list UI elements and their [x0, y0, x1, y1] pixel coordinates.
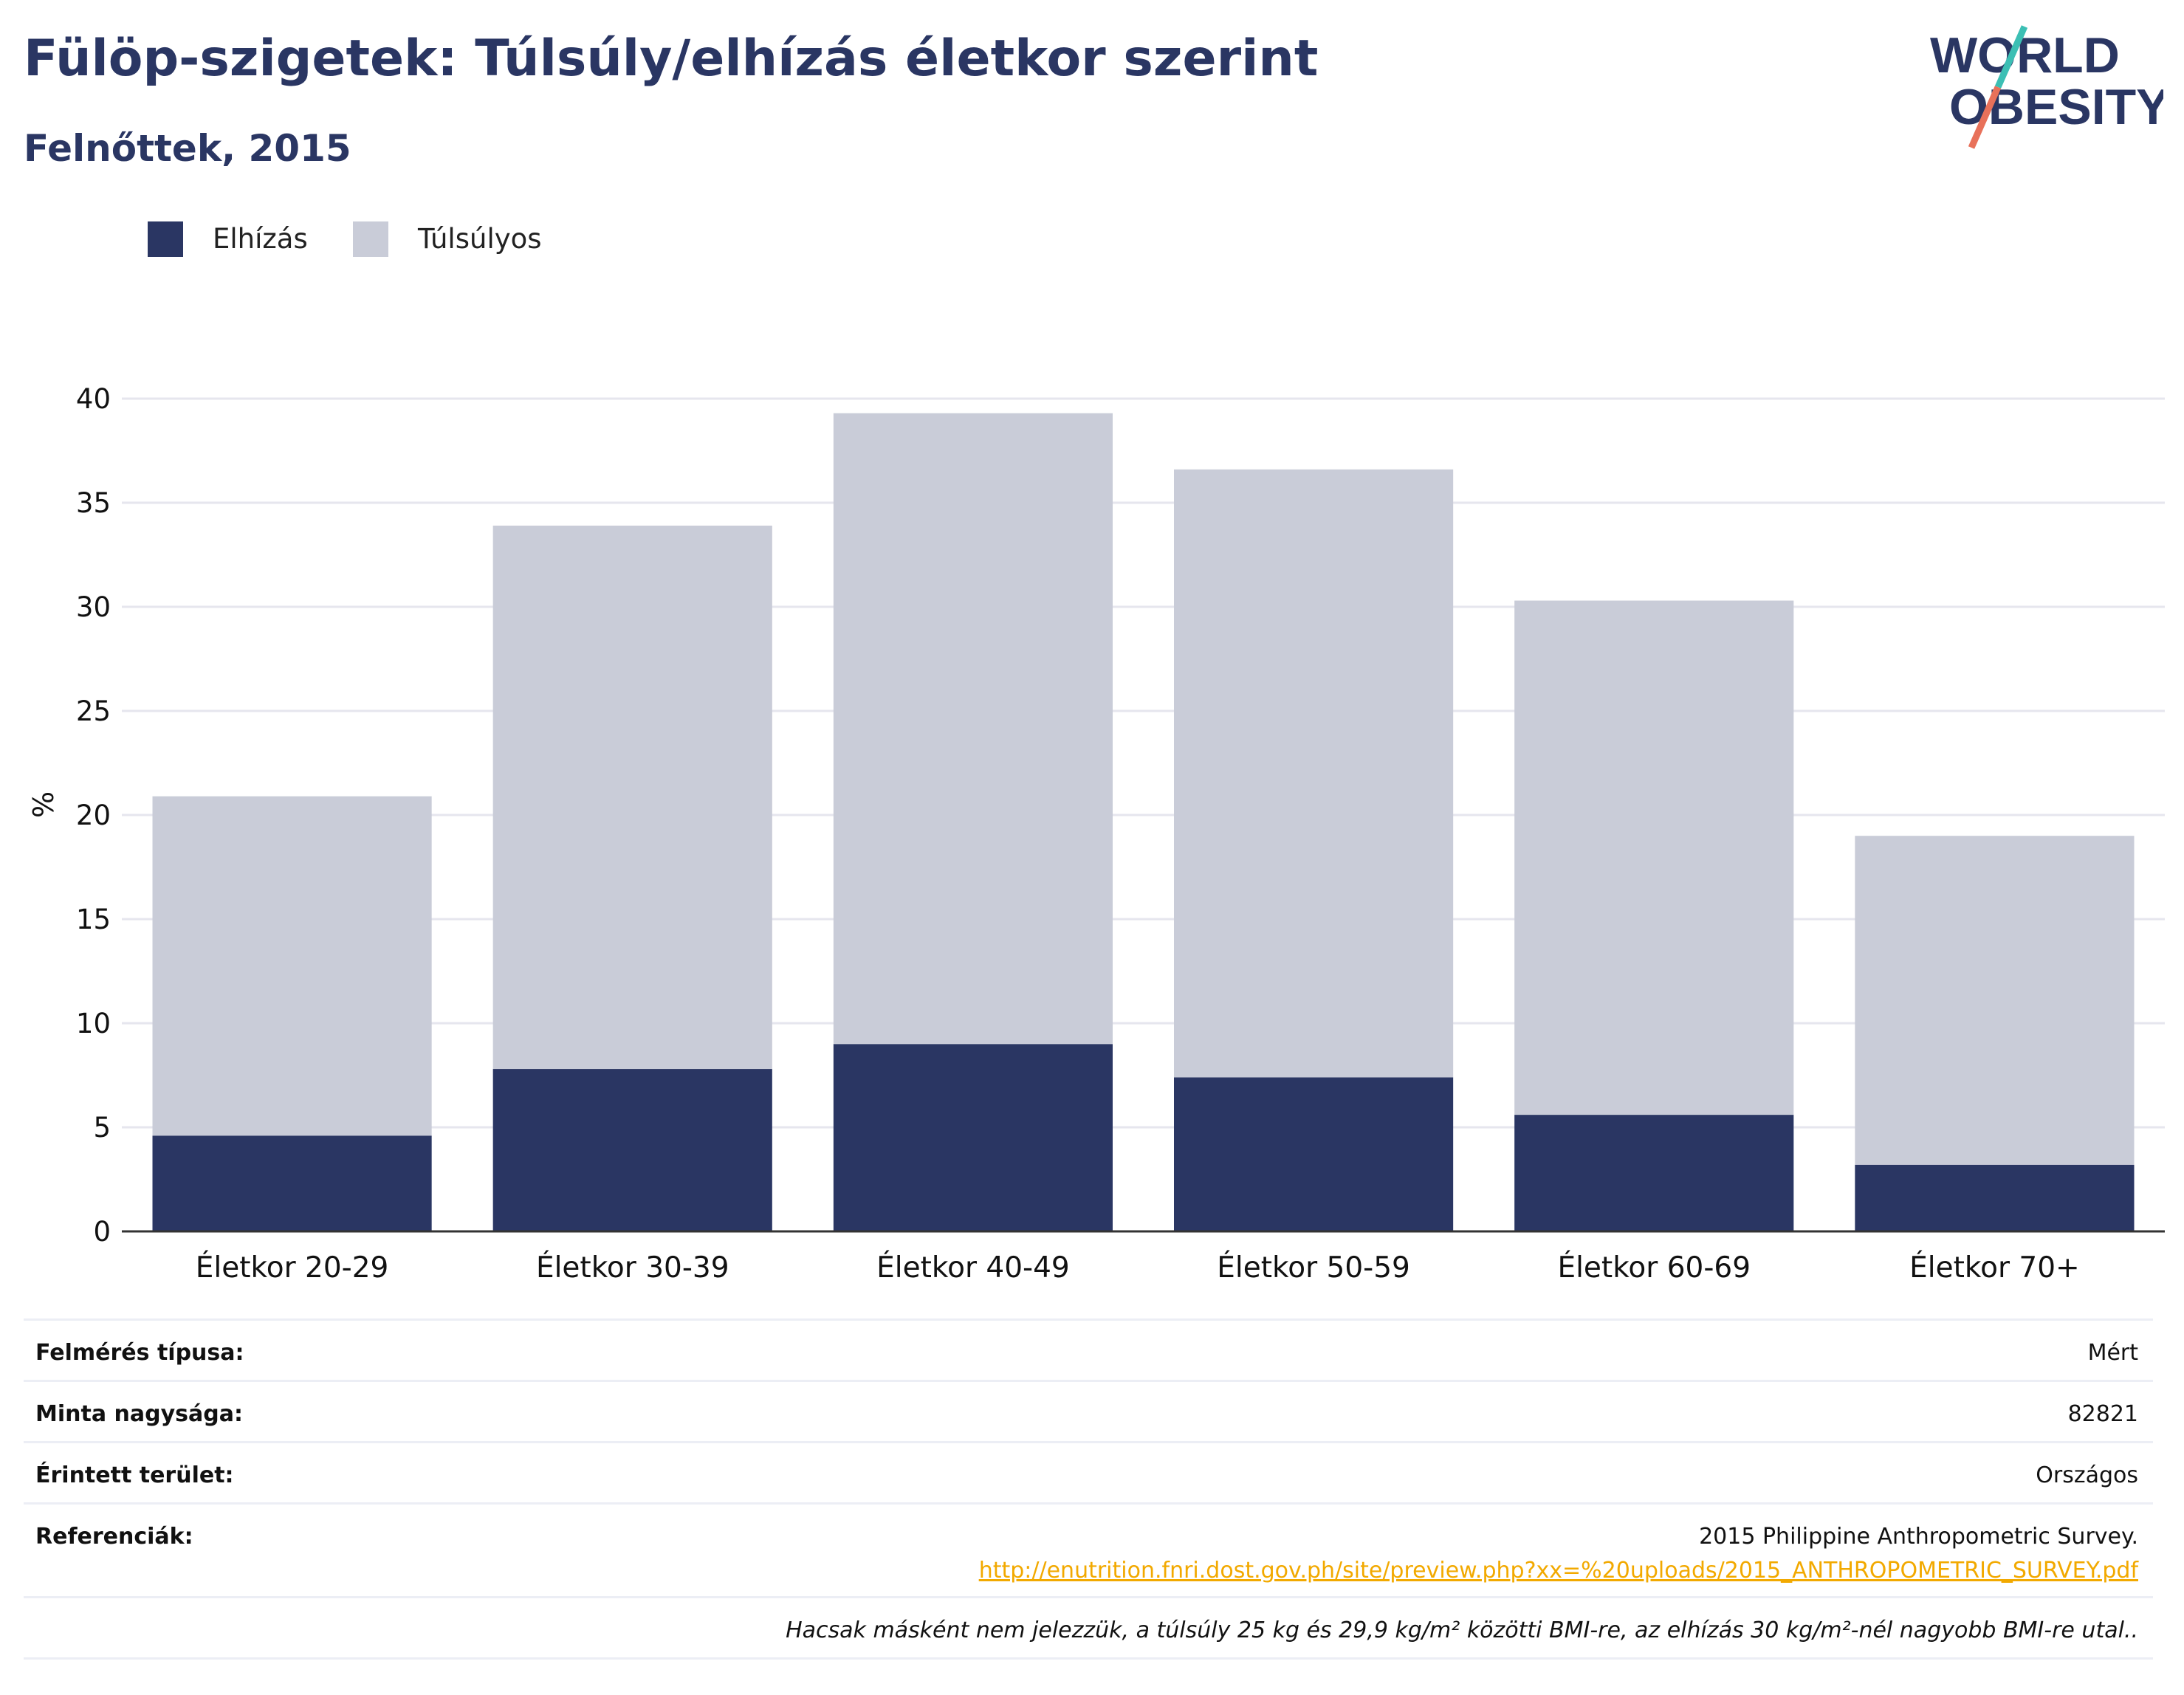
bar-obesity[interactable]	[1174, 1077, 1454, 1231]
meta-row-survey-type: Felmérés típusa: Mért	[24, 1318, 2153, 1380]
bar-overweight[interactable]	[833, 413, 1113, 1045]
y-tick-label: 25	[76, 695, 111, 727]
bar-obesity[interactable]	[1514, 1115, 1794, 1231]
references-label: Referenciák:	[35, 1524, 193, 1550]
logo-line-2: OBESITY	[1949, 79, 2163, 135]
sample-size-label: Minta nagysága:	[35, 1401, 243, 1427]
meta-row-sample-size: Minta nagysága: 82821	[24, 1380, 2153, 1441]
y-axis-label: %	[27, 791, 60, 818]
bar-overweight[interactable]	[1514, 600, 1794, 1115]
bar-overweight[interactable]	[1855, 836, 2135, 1165]
area-value: Országos	[2036, 1462, 2138, 1488]
bar-chart: 0 5 10 15 20 25 30 35 40 Életkor 20-29 Életkor 30…	[27, 383, 2165, 1285]
metadata-table: Felmérés típusa: Mért Minta nagysága: 82…	[24, 1318, 2153, 1660]
meta-row-note: Hacsak másként nem jelezzük, a túlsúly 2…	[24, 1596, 2153, 1660]
legend-label-obesity: Elhízás	[213, 223, 308, 255]
bar-obesity[interactable]	[833, 1044, 1113, 1231]
y-tick-label: 20	[76, 800, 111, 831]
legend-label-overweight: Túlsúlyos	[418, 223, 542, 255]
logo-line-1: WORLD	[1930, 27, 2120, 83]
bmi-note: Hacsak másként nem jelezzük, a túlsúly 2…	[786, 1617, 2138, 1643]
x-tick-label: Életkor 70+	[1909, 1250, 2080, 1285]
y-tick-label: 15	[76, 904, 111, 935]
bar-obesity[interactable]	[1855, 1164, 2135, 1231]
y-tick-label: 10	[76, 1008, 111, 1039]
x-tick-label: Életkor 20-29	[196, 1250, 389, 1285]
y-tick-label: 35	[76, 487, 111, 519]
references-link[interactable]: http://enutrition.fnri.dost.gov.ph/site/…	[978, 1558, 2138, 1584]
grid-lines	[122, 397, 2165, 1129]
survey-type-value: Mért	[2087, 1340, 2138, 1366]
y-tick-labels: 0 5 10 15 20 25 30 35 40	[76, 383, 111, 1248]
sample-size-value: 82821	[2067, 1401, 2138, 1427]
survey-type-label: Felmérés típusa:	[35, 1340, 244, 1366]
bar-obesity[interactable]	[152, 1135, 432, 1231]
logo-slash-top	[1994, 25, 2028, 89]
legend-swatch-overweight	[353, 221, 388, 257]
bar-overweight[interactable]	[492, 526, 772, 1070]
legend-swatch-obesity	[148, 221, 183, 257]
meta-row-area: Érintett terület: Országos	[24, 1441, 2153, 1502]
x-tick-labels: Életkor 20-29 Életkor 30-39 Életkor 40-49 É…	[196, 1250, 2080, 1285]
chart-title: Fülöp-szigetek: Túlsúly/elhízás életkor …	[24, 30, 1319, 88]
references-value: 2015 Philippine Anthropometric Survey.	[1699, 1524, 2138, 1550]
bar-overweight[interactable]	[1174, 469, 1454, 1078]
logo-slash-bottom	[1968, 86, 2002, 149]
chart-subtitle: Felnőttek, 2015	[24, 127, 351, 170]
x-tick-label: Életkor 60-69	[1557, 1250, 1751, 1285]
meta-row-references: Referenciák: 2015 Philippine Anthropomet…	[24, 1502, 2153, 1596]
y-tick-label: 0	[93, 1216, 111, 1248]
x-tick-label: Életkor 40-49	[876, 1250, 1070, 1285]
x-tick-label: Életkor 50-59	[1217, 1250, 1410, 1285]
bar-obesity[interactable]	[492, 1069, 772, 1231]
area-label: Érintett terület:	[35, 1462, 234, 1488]
y-tick-label: 30	[76, 591, 111, 623]
y-tick-label: 5	[93, 1112, 111, 1144]
x-tick-label: Életkor 30-39	[536, 1250, 729, 1285]
bar-overweight[interactable]	[152, 796, 432, 1136]
bars	[122, 413, 2165, 1233]
world-obesity-logo: WORLD OBESITY	[1930, 25, 2163, 149]
y-tick-label: 40	[76, 383, 111, 415]
